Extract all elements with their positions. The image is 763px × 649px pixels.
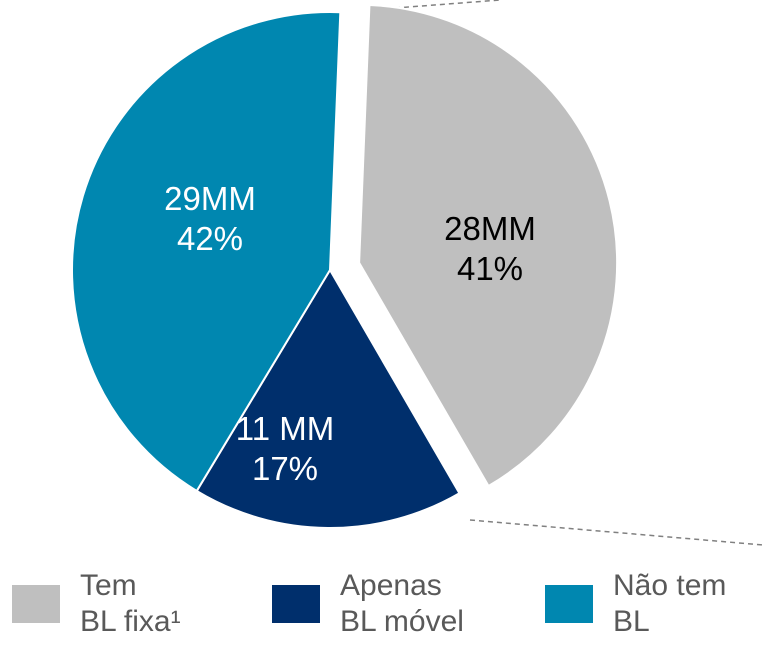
callout-line bbox=[469, 519, 763, 546]
legend-swatch bbox=[272, 585, 320, 623]
value-label: 42% bbox=[177, 220, 243, 257]
legend-item: Não tem BL bbox=[545, 568, 726, 640]
legend-label: Não tem BL bbox=[613, 569, 727, 638]
pie-slice bbox=[71, 11, 342, 493]
legend-swatch bbox=[12, 585, 60, 623]
count-label: 29MM bbox=[164, 180, 256, 217]
legend-swatch bbox=[545, 585, 593, 623]
legend-label: Tem BL fixa¹ bbox=[80, 569, 181, 638]
count-label: 28MM bbox=[444, 210, 536, 247]
legend-item: Apenas BL móvel bbox=[272, 568, 464, 640]
pie-slice bbox=[195, 268, 461, 529]
count-label: 11 MM bbox=[236, 410, 334, 447]
value-label: 41% bbox=[457, 250, 523, 287]
value-label: 17% bbox=[252, 450, 318, 487]
callout-line bbox=[394, 0, 501, 9]
legend-label: Apenas BL móvel bbox=[340, 569, 464, 638]
pie-slice bbox=[358, 3, 619, 488]
legend-item: Tem BL fixa¹ bbox=[12, 568, 181, 640]
